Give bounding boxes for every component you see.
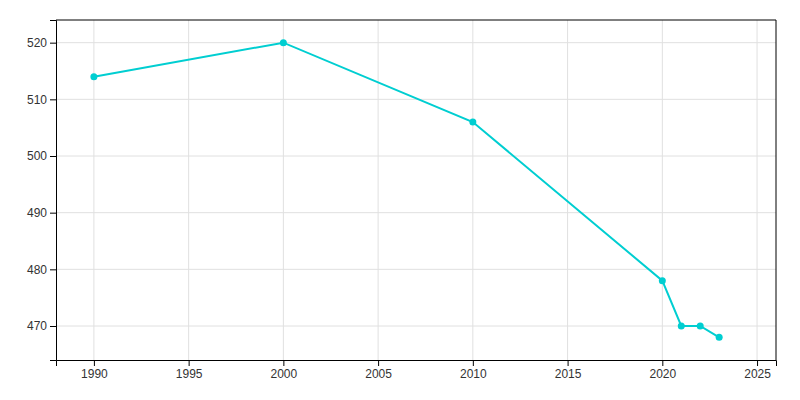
line	[94, 43, 719, 338]
data-layer	[90, 39, 722, 341]
grid-line-x	[472, 20, 473, 360]
grid-line-y	[56, 212, 776, 213]
x-axis-tick: 2025	[744, 360, 771, 381]
y-axis-tick-mark	[50, 43, 56, 44]
x-axis-tick: 1990	[81, 360, 108, 381]
grid-line-y	[56, 326, 776, 327]
y-axis-tick: 480	[27, 263, 56, 277]
y-axis-tick-mark	[50, 99, 56, 100]
frame-top	[56, 20, 776, 21]
plot-root: 1990 1995 2000 2005 2010 2015 2020 2025 470 480 49…	[27, 20, 777, 381]
y-axis-tick-label: 470	[27, 319, 47, 333]
y-axis-tick-mark	[50, 326, 56, 327]
x-axis-tick-label: 2015	[555, 367, 582, 381]
x-axis-tick: 2020	[649, 360, 676, 381]
grid-line-x	[93, 20, 94, 360]
point	[697, 323, 704, 330]
y-axis-tick-mark	[50, 269, 56, 270]
x-axis-tick-mark	[283, 360, 284, 366]
x-axis-tick-label: 2000	[271, 367, 298, 381]
point	[90, 73, 97, 80]
y-axis-tick-mark	[50, 156, 56, 157]
x-axis-tick-mark	[189, 360, 190, 366]
grid-line-x	[188, 20, 189, 360]
y-axis-tick: 510	[27, 93, 56, 107]
x-axis: 1990 1995 2000 2005 2010 2015 2020 2025	[57, 360, 777, 381]
y-axis-tick-label: 510	[27, 93, 47, 107]
grid-line-x	[757, 20, 758, 360]
grid-line-y	[56, 156, 776, 157]
x-axis-tick-label: 2025	[744, 367, 771, 381]
x-axis-tick-mark	[568, 360, 569, 366]
x-axis-tick-mark	[378, 360, 379, 366]
x-axis-tick-mark	[94, 360, 95, 366]
grid-line-x	[662, 20, 663, 360]
x-axis-tick-mark	[473, 360, 474, 366]
y-axis-tick-label: 520	[27, 36, 47, 50]
x-axis-tick-label: 2010	[460, 367, 487, 381]
x-axis-tick-label: 1990	[81, 367, 108, 381]
chart-svg: 1990 1995 2000 2005 2010 2015 2020 2025 470 480 49…	[0, 0, 800, 400]
y-axis: 470 480 490 500 510 520	[27, 21, 57, 361]
y-axis-domain	[50, 21, 57, 361]
point	[678, 323, 685, 330]
x-axis-tick: 2005	[365, 360, 392, 381]
y-axis-tick-label: 480	[27, 263, 47, 277]
chart-container: 1990 1995 2000 2005 2010 2015 2020 2025 470 480 49…	[0, 0, 800, 400]
point	[280, 39, 287, 46]
x-axis-tick-label: 2020	[649, 367, 676, 381]
grid-line-y	[56, 269, 776, 270]
x-axis-tick: 2015	[555, 360, 582, 381]
grid-line-y	[56, 42, 776, 43]
x-axis-tick: 1995	[176, 360, 203, 381]
point	[716, 334, 723, 341]
y-axis-tick-label: 500	[27, 149, 47, 163]
grid-line-x	[567, 20, 568, 360]
y-axis-tick-mark	[50, 213, 56, 214]
x-axis-tick-mark	[757, 360, 758, 366]
grid-line-x	[283, 20, 284, 360]
grid-line-x	[378, 20, 379, 360]
y-axis-tick: 500	[27, 149, 56, 163]
x-axis-tick: 2010	[460, 360, 487, 381]
x-axis-tick: 2000	[271, 360, 298, 381]
frame-right	[776, 20, 777, 360]
grid	[56, 20, 776, 360]
y-axis-tick: 520	[27, 36, 56, 50]
point	[469, 119, 476, 126]
x-axis-domain	[57, 361, 777, 367]
point	[659, 277, 666, 284]
x-axis-tick-label: 2005	[365, 367, 392, 381]
x-axis-tick-mark	[662, 360, 663, 366]
y-axis-tick: 490	[27, 206, 56, 220]
y-axis-tick-label: 490	[27, 206, 47, 220]
x-axis-tick-label: 1995	[176, 367, 203, 381]
y-axis-tick: 470	[27, 319, 56, 333]
